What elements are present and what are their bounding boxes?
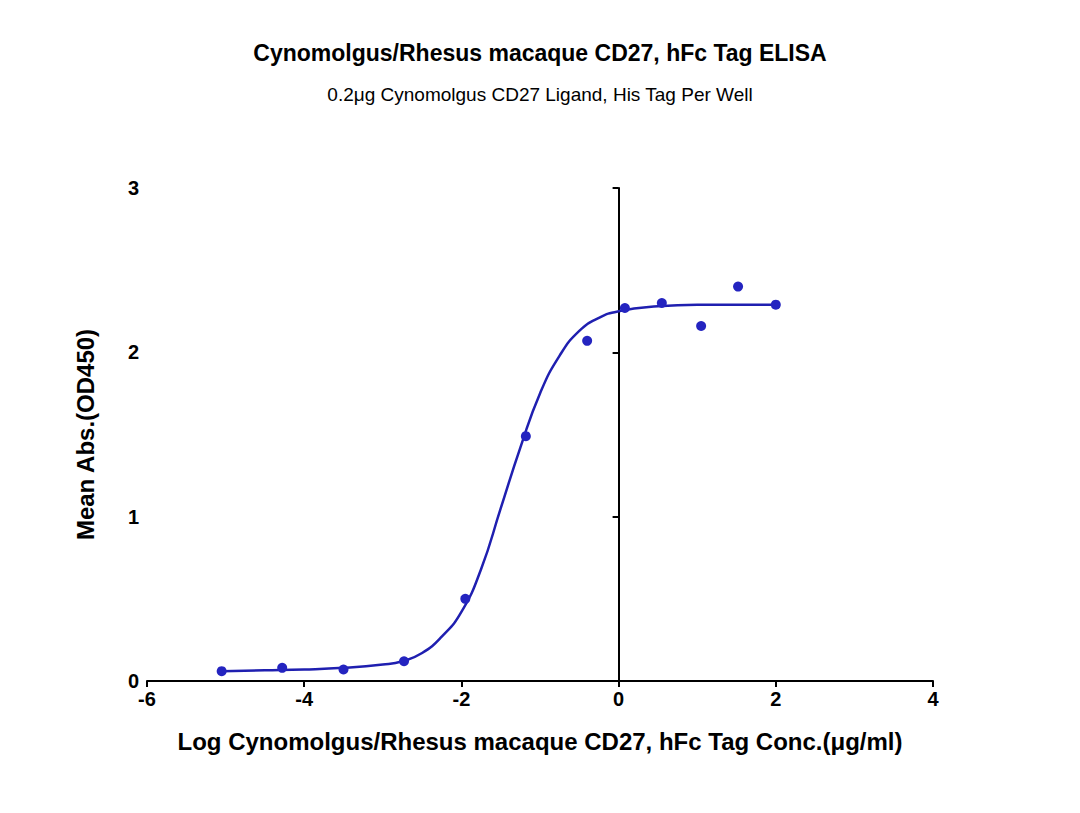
svg-text:-6: -6 (138, 688, 156, 710)
svg-text:-4: -4 (295, 688, 314, 710)
svg-text:0.2μg Cynomolgus CD27 Ligand,: 0.2μg Cynomolgus CD27 Ligand, His Tag Pe… (327, 84, 752, 105)
svg-text:0: 0 (127, 670, 139, 692)
svg-text:4: 4 (927, 688, 939, 710)
svg-text:2: 2 (770, 688, 781, 710)
svg-text:Cynomolgus/Rhesus macaque CD27: Cynomolgus/Rhesus macaque CD27, hFc Tag … (253, 40, 826, 66)
svg-text:Log Cynomolgus/Rhesus macaque: Log Cynomolgus/Rhesus macaque CD27, hFc … (178, 728, 903, 755)
svg-text:2: 2 (128, 341, 139, 363)
svg-text:0: 0 (613, 688, 624, 710)
svg-text:Mean Abs.(OD450): Mean Abs.(OD450) (72, 329, 99, 540)
svg-text:-2: -2 (453, 688, 471, 710)
svg-text:1: 1 (128, 506, 139, 528)
svg-text:3: 3 (128, 177, 139, 199)
